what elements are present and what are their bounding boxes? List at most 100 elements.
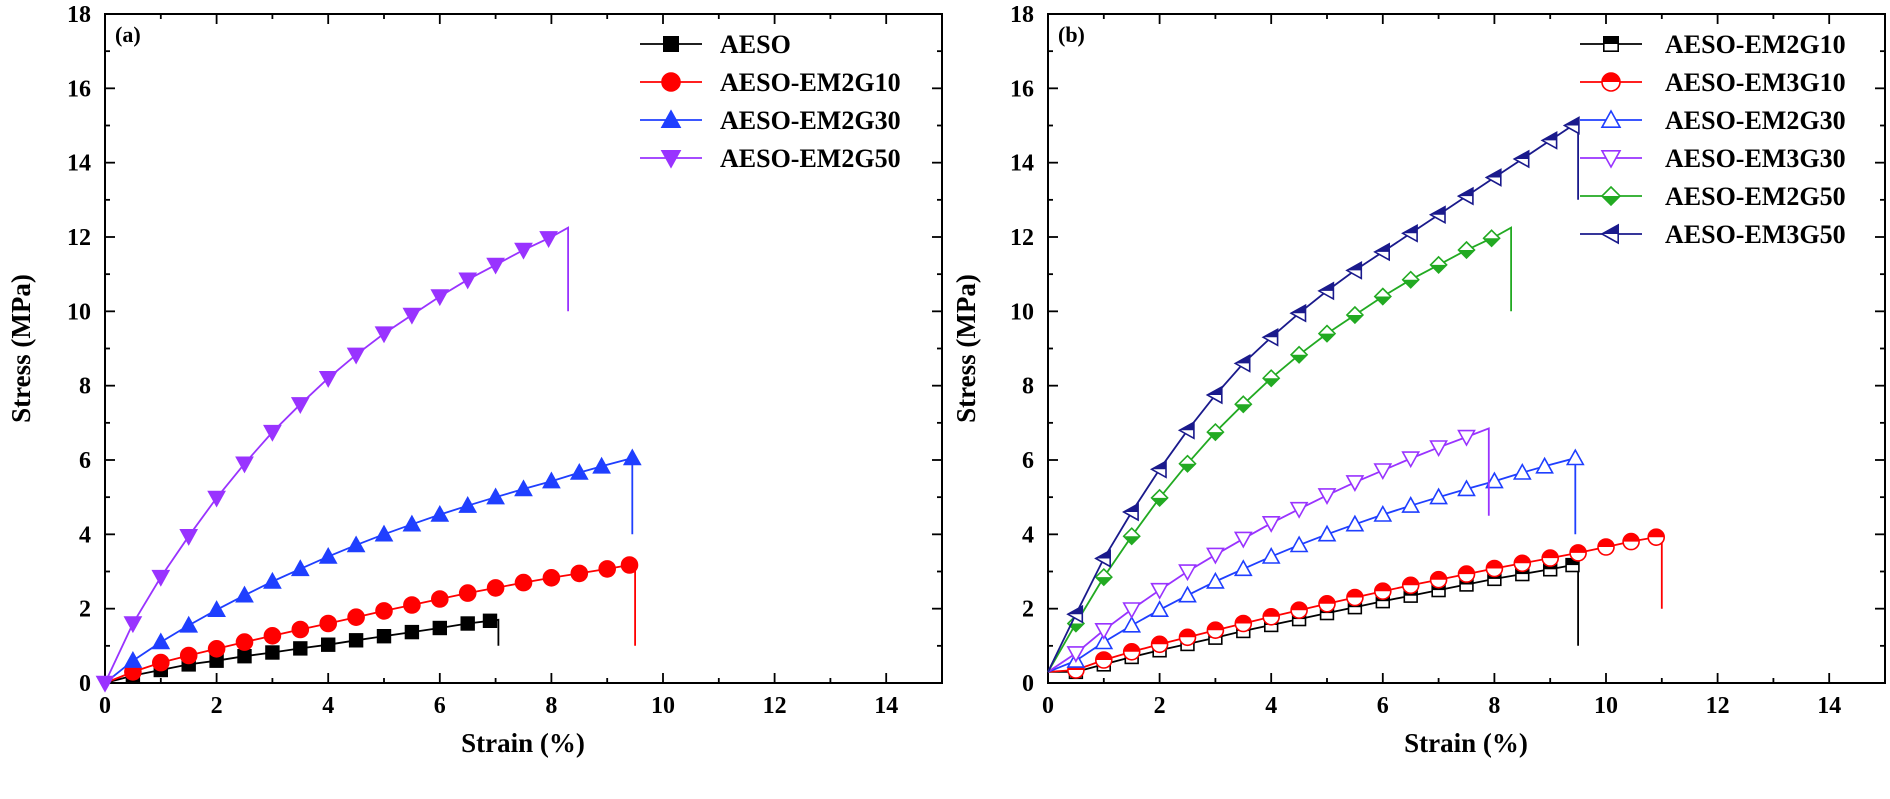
data-point — [235, 633, 254, 651]
data-point — [1122, 642, 1141, 661]
legend-marker — [1600, 185, 1622, 207]
data-point — [1429, 487, 1448, 505]
legend-label: AESO-EM2G50 — [1665, 182, 1846, 211]
data-point — [1482, 229, 1501, 248]
data-point — [1565, 448, 1585, 466]
x-tick-label: 2 — [1154, 693, 1166, 719]
legend-entry: AESO-EM2G30 — [640, 106, 901, 135]
x-tick-label: 12 — [763, 693, 787, 719]
series-line — [104, 618, 500, 684]
x-tick-label: 10 — [651, 693, 675, 719]
legend-marker — [663, 36, 679, 52]
series-aeso-em2g50 — [95, 226, 569, 693]
data-point — [539, 231, 558, 248]
data-point — [1177, 420, 1195, 440]
x-tick-label: 12 — [1706, 693, 1730, 719]
data-point — [1262, 369, 1281, 388]
data-point — [1206, 571, 1225, 589]
data-point — [1401, 576, 1420, 595]
legend-entry: AESO-EM2G50 — [1580, 182, 1846, 211]
data-point — [1318, 594, 1336, 613]
data-point — [263, 424, 282, 442]
data-point — [1122, 602, 1142, 620]
data-point — [123, 616, 143, 634]
data-point — [1457, 240, 1476, 260]
data-point — [1512, 149, 1530, 169]
series-aeso-em2g10 — [1048, 557, 1580, 680]
data-point — [237, 649, 252, 664]
data-point — [1345, 305, 1365, 325]
y-tick-label: 8 — [1022, 374, 1034, 400]
data-point — [376, 629, 392, 644]
data-point — [1429, 440, 1448, 458]
data-point — [321, 637, 336, 652]
data-point — [402, 307, 422, 325]
data-point — [1261, 546, 1281, 564]
data-point — [482, 613, 498, 628]
data-point — [319, 614, 338, 633]
legend-label: AESO-EM3G50 — [1665, 220, 1846, 249]
data-point — [1066, 646, 1086, 663]
series-aeso-em2g30 — [104, 448, 642, 684]
data-point — [1597, 538, 1615, 556]
data-point — [235, 456, 254, 474]
data-point — [1122, 615, 1142, 633]
y-tick-label: 16 — [1010, 76, 1034, 102]
data-point — [374, 524, 394, 542]
y-tick-label: 14 — [1010, 151, 1034, 177]
data-point — [1429, 570, 1448, 589]
data-point — [569, 462, 589, 480]
data-point — [1457, 479, 1476, 497]
data-point — [458, 584, 477, 602]
y-tick-label: 8 — [79, 374, 91, 400]
x-tick-label: 4 — [1265, 693, 1277, 719]
data-point — [265, 645, 280, 660]
data-point — [432, 620, 447, 636]
y-tick-label: 16 — [67, 76, 91, 102]
data-point — [1317, 324, 1337, 343]
data-point — [1234, 614, 1253, 633]
data-point — [458, 496, 478, 513]
legend-label: AESO-EM2G10 — [1665, 30, 1846, 59]
data-point — [1095, 651, 1113, 669]
data-point — [1429, 255, 1448, 275]
y-tick-label: 6 — [1022, 448, 1034, 474]
data-point — [263, 626, 282, 645]
data-point — [207, 490, 226, 508]
x-tick-label: 6 — [1377, 693, 1389, 719]
data-point — [1485, 471, 1504, 489]
data-point — [1289, 345, 1309, 364]
data-point — [1094, 623, 1114, 640]
data-point — [1094, 632, 1114, 650]
data-point — [402, 514, 422, 532]
legend-entry: AESO-EM2G50 — [640, 144, 901, 173]
data-point — [1289, 303, 1307, 323]
data-point — [404, 624, 420, 640]
data-point — [1178, 564, 1197, 582]
data-point — [1512, 462, 1532, 480]
data-point — [1373, 287, 1392, 306]
x-tick-label: 10 — [1594, 693, 1618, 719]
x-axis-title: Strain (%) — [461, 728, 585, 758]
y-tick-label: 14 — [67, 151, 91, 177]
data-point — [403, 596, 421, 614]
data-point — [1262, 607, 1280, 626]
y-tick-label: 10 — [67, 299, 91, 325]
data-point — [1622, 532, 1640, 551]
panel-a: 0 2 4 6 8 10 12 14 0 2 4 6 8 10 12 14 16 18 Strain (%) Stre… — [6, 2, 943, 758]
data-point — [207, 600, 226, 617]
data-point — [1346, 588, 1364, 607]
data-point — [1066, 604, 1084, 624]
data-point — [430, 289, 450, 307]
legend-marker — [1601, 72, 1621, 92]
data-point — [1290, 601, 1308, 620]
data-point — [1317, 488, 1337, 505]
x-tick-label: 6 — [434, 693, 446, 719]
data-point — [1233, 559, 1253, 577]
legend-marker — [1600, 109, 1622, 128]
data-point — [1373, 242, 1391, 262]
data-point — [1150, 488, 1169, 508]
legend-entry: AESO — [640, 30, 791, 59]
data-point — [514, 573, 533, 592]
data-point — [1206, 547, 1225, 565]
